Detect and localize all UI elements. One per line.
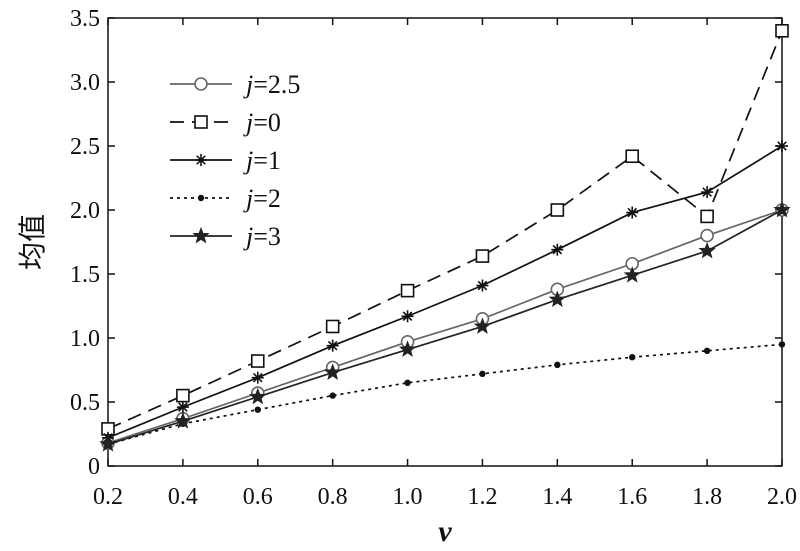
x-tick-label: 2.0 — [767, 484, 797, 510]
legend-item: j=0 — [170, 108, 281, 137]
legend-marker — [197, 194, 205, 202]
series-point — [176, 401, 189, 414]
legend-label: j=1 — [243, 146, 281, 175]
legend-marker — [194, 77, 208, 91]
series-point — [548, 290, 567, 307]
series-point — [398, 340, 417, 357]
legend-marker — [192, 226, 210, 244]
y-tick-label: 1.5 — [70, 262, 100, 288]
series-point — [773, 200, 791, 218]
x-tick-label: 0.8 — [318, 484, 348, 510]
series-point — [329, 392, 336, 399]
x-tick-label: 0.2 — [93, 484, 123, 510]
series-point — [400, 283, 415, 298]
series-point — [701, 186, 714, 199]
y-axis: 0 0.5 1.0 1.5 2.0 2.5 3.0 3.5 — [70, 6, 782, 480]
x-tick-label: 1.4 — [542, 484, 572, 510]
x-tick-label: 1.0 — [393, 484, 423, 510]
series-point — [775, 23, 789, 38]
x-axis-title: v — [438, 515, 452, 548]
x-tick-label: 1.8 — [692, 484, 722, 510]
series-point — [473, 317, 492, 334]
series-line — [107, 145, 783, 439]
series-point — [629, 354, 636, 361]
series-point — [778, 341, 786, 348]
series-point — [250, 354, 265, 368]
y-tick-label: 3.0 — [70, 70, 100, 96]
y-tick-label: 3.5 — [70, 6, 100, 32]
series-point — [551, 243, 564, 256]
legend: j=2.5 j=0 j=1 j=2 j=3 — [170, 70, 300, 251]
series-point — [479, 370, 486, 378]
plot-frame — [107, 17, 783, 467]
series-point — [176, 388, 190, 403]
series-line — [107, 209, 783, 446]
series-layer — [99, 23, 791, 452]
series-line — [107, 209, 783, 444]
series-point — [251, 371, 264, 384]
series-point — [325, 319, 340, 334]
legend-marker — [194, 115, 208, 129]
x-tick-label: 0.4 — [168, 484, 198, 510]
x-tick-label: 0.6 — [243, 484, 273, 510]
legend-label: j=3 — [243, 222, 281, 251]
legend-label: j=2.5 — [243, 70, 300, 99]
legend-label: j=2 — [243, 184, 281, 213]
series-point — [550, 203, 565, 217]
legend-item: j=1 — [170, 146, 281, 175]
x-axis: 0.2 0.4 0.6 0.8 1.0 1.2 1.4 1.6 1.8 2.0 — [93, 18, 797, 510]
series-point — [776, 140, 788, 152]
series-point — [326, 339, 339, 352]
series-4 — [99, 200, 791, 452]
x-tick-label: 1.2 — [467, 484, 497, 510]
y-tick-label: 0.5 — [70, 390, 100, 416]
series-1 — [101, 23, 789, 436]
legend-marker — [195, 154, 207, 166]
y-tick-label: 1.0 — [70, 326, 100, 352]
series-point — [625, 149, 640, 164]
series-point — [174, 412, 192, 429]
legend-item: j=3 — [170, 222, 281, 251]
y-axis-title: 均值 — [16, 214, 49, 270]
series-line — [107, 30, 783, 430]
series-2 — [102, 140, 788, 444]
series-point — [626, 206, 639, 219]
legend-item: j=2.5 — [170, 70, 300, 99]
legend-item: j=2 — [170, 184, 281, 213]
series-point — [476, 279, 489, 292]
series-line — [107, 343, 783, 446]
series-point — [703, 347, 711, 354]
series-point — [623, 266, 641, 283]
series-point — [404, 379, 411, 386]
series-point — [323, 363, 342, 380]
y-tick-label: 2.5 — [70, 134, 100, 160]
series-point — [254, 406, 261, 413]
series-point — [700, 228, 714, 243]
y-tick-label: 0 — [88, 454, 100, 480]
x-tick-label: 1.6 — [617, 484, 647, 510]
series-point — [475, 249, 490, 263]
y-tick-label: 2.0 — [70, 198, 100, 224]
series-point — [249, 387, 267, 405]
series-point — [554, 361, 561, 369]
series-point — [401, 310, 414, 323]
series-3 — [104, 341, 786, 448]
series-point — [698, 241, 716, 259]
series-point — [700, 209, 714, 224]
series-point — [99, 435, 117, 452]
legend-label: j=0 — [243, 108, 281, 137]
